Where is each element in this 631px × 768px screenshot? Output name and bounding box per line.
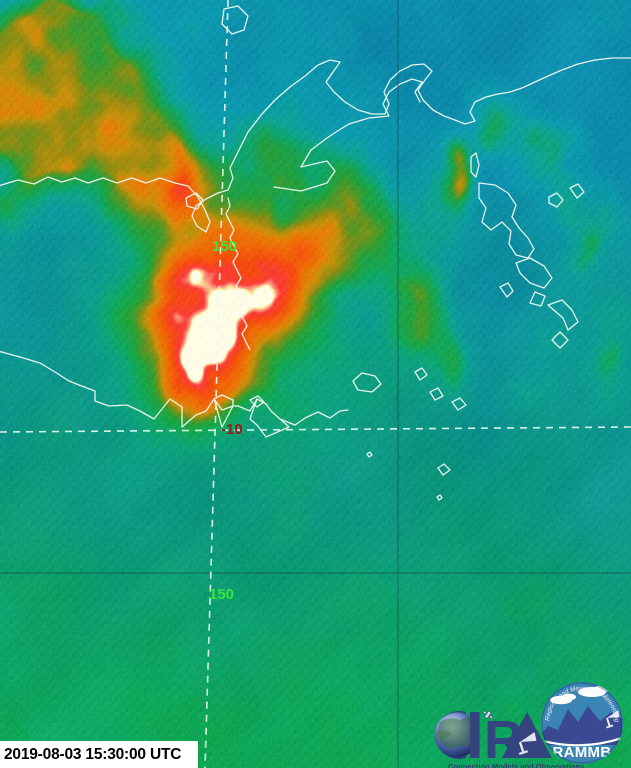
svg-text:RAMMB: RAMMB (553, 744, 612, 761)
svg-text:Regional and Mesoscale Meteoro: Regional and Mesoscale Meteorology Branc… (0, 0, 620, 723)
svg-text:Connecting Models and Observat: Connecting Models and Observations (448, 762, 584, 768)
